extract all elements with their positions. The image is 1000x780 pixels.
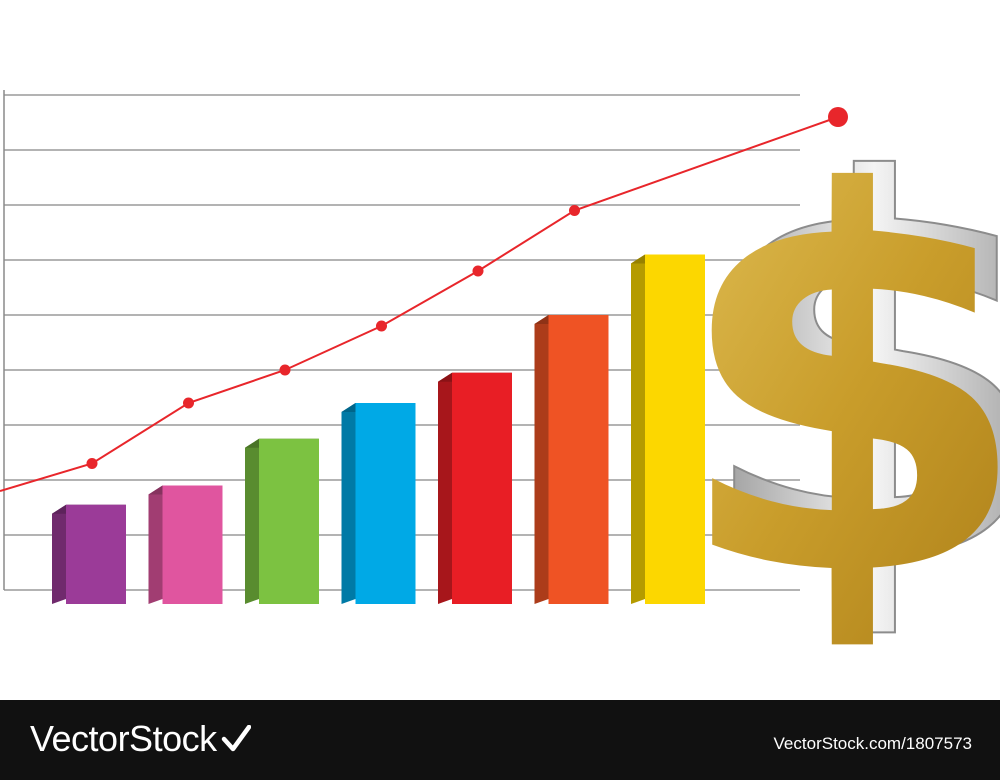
dollar-sign-shadow: $: [693, 73, 1000, 679]
bar-front: [548, 315, 609, 604]
trend-point: [828, 107, 848, 127]
brand-name: VectorStock: [30, 718, 217, 759]
bar-side: [341, 403, 356, 604]
bar-front: [452, 372, 512, 604]
bar-front: [259, 438, 319, 604]
bar-front: [355, 403, 416, 604]
dollar-sign-icon: $ $: [671, 72, 1000, 691]
image-id: VectorStock.com/1807573: [773, 734, 972, 753]
bar-side: [148, 485, 163, 604]
brand-logo: VectorStock: [30, 718, 251, 760]
checkmark-icon: [221, 725, 251, 752]
bar: [52, 504, 126, 604]
dollar-sign-glyph: $: [671, 85, 1000, 691]
bar: [341, 403, 416, 604]
bar-front: [645, 254, 705, 604]
bar: [438, 372, 512, 604]
trend-point: [472, 265, 484, 277]
bar-side: [438, 372, 452, 604]
bar: [148, 485, 223, 604]
trend-point: [183, 397, 194, 409]
chart-svg: $ $: [0, 72, 1000, 691]
bar-front: [66, 504, 126, 604]
bar-side: [534, 315, 549, 604]
watermark-bar: VectorStock VectorStock.com/1807573: [0, 700, 1000, 780]
bar: [631, 254, 705, 604]
trend-line: [0, 107, 848, 492]
trend-point: [376, 320, 387, 332]
trend-point: [86, 458, 98, 469]
bar-front: [162, 485, 223, 604]
bar: [245, 438, 319, 604]
trend-point: [569, 205, 580, 216]
bar-side: [52, 504, 66, 604]
bar: [534, 315, 609, 604]
trend-polyline: [0, 116, 839, 492]
chart: $ $: [0, 72, 1000, 691]
trend-point: [279, 364, 291, 376]
bar-side: [631, 254, 645, 604]
bars: [52, 254, 705, 604]
bar-side: [245, 438, 259, 604]
